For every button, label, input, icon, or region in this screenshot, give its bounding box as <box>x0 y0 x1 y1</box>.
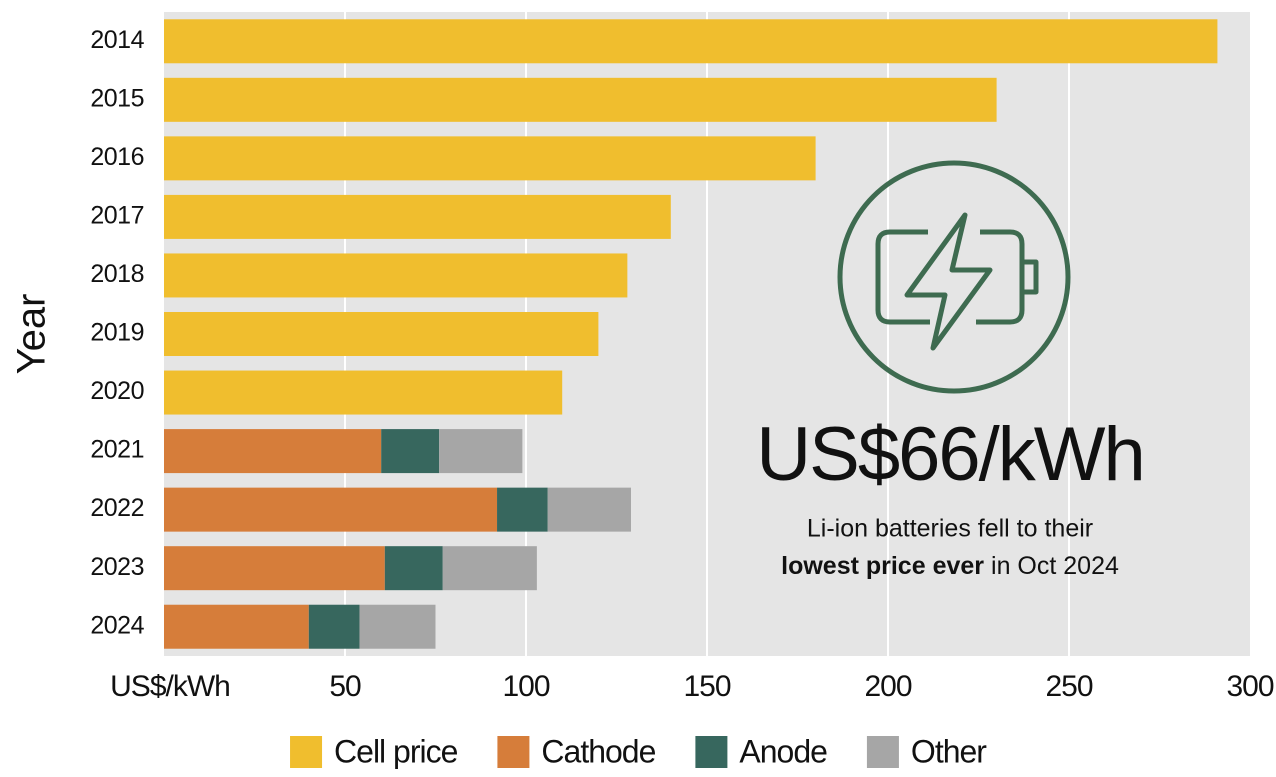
y-tick-label: 2019 <box>90 319 144 347</box>
y-axis-label: Year <box>10 294 54 375</box>
bar-segment <box>164 429 382 474</box>
y-tick-label: 2020 <box>90 377 144 405</box>
x-tick-label: 200 <box>864 670 911 703</box>
y-tick-label: 2023 <box>90 553 144 581</box>
bar-segment <box>164 604 309 649</box>
bar-segment <box>439 429 523 474</box>
bar-segment <box>547 487 631 532</box>
legend-item: Other <box>866 733 988 769</box>
annotation-rest: in Oct 2024 <box>991 552 1119 580</box>
y-tick-label: 2022 <box>90 494 144 522</box>
bar-segment <box>164 312 599 356</box>
legend-swatch <box>866 736 899 768</box>
y-tick-label: 2018 <box>90 260 144 288</box>
annotation-headline: US$66/kWh <box>756 412 1144 497</box>
legend-label: Anode <box>739 733 827 769</box>
bar-segment <box>497 487 548 532</box>
bar-segment <box>359 604 436 649</box>
annotation-text: lowest price ever in Oct 2024 <box>781 552 1119 580</box>
annotation-text: Li-ion batteries fell to their <box>807 515 1093 543</box>
x-tick-label: 100 <box>502 670 549 703</box>
bar-segment <box>384 546 443 591</box>
legend-item: Cell price <box>290 733 459 769</box>
bar-segment <box>164 370 563 415</box>
y-tick-label: 2017 <box>90 202 144 230</box>
bar-segment <box>381 429 440 474</box>
legend-item: Cathode <box>497 733 657 769</box>
bar-segment <box>164 487 498 532</box>
legend-swatch <box>695 736 728 768</box>
y-tick-label: 2016 <box>90 143 144 171</box>
x-tick-label: 300 <box>1226 670 1273 703</box>
x-tick-label: US$/kWh <box>110 670 230 703</box>
legend-label: Cathode <box>541 733 655 769</box>
y-tick-label: 2015 <box>90 84 144 112</box>
bar-segment <box>164 77 997 122</box>
legend-item: Anode <box>695 733 828 769</box>
y-tick-label: 2024 <box>90 611 144 639</box>
bar-segment <box>164 253 628 298</box>
x-tick-label: 50 <box>329 670 361 703</box>
bar-segment <box>442 546 537 591</box>
x-tick-label: 150 <box>683 670 730 703</box>
bar-segment <box>164 546 385 591</box>
legend-swatch <box>290 736 323 768</box>
bar-segment <box>164 136 816 181</box>
bar-segment <box>164 194 671 239</box>
bar-segment <box>164 19 1218 64</box>
x-tick-label: 250 <box>1045 670 1092 703</box>
y-tick-label: 2021 <box>90 436 144 464</box>
legend-swatch <box>497 736 530 768</box>
y-tick-label: 2014 <box>90 26 144 54</box>
battery-icon <box>837 160 1071 394</box>
bar-segment <box>308 604 360 649</box>
legend-label: Other <box>911 733 987 769</box>
annotation-bold: lowest price ever <box>781 552 984 580</box>
legend-label: Cell price <box>334 733 458 769</box>
